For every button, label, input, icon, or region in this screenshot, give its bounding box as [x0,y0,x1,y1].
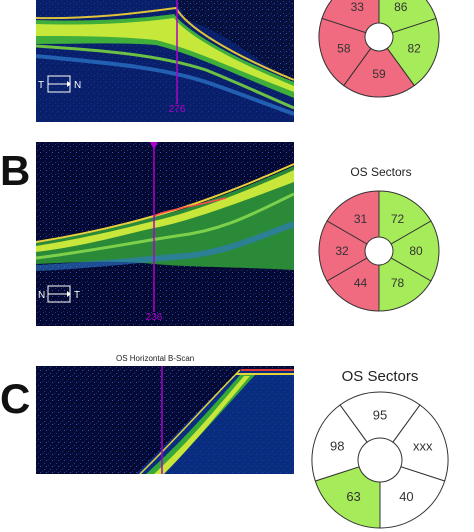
panelb-sector-value-left: 32 [335,244,349,258]
panel-b-orientation-right: T [74,290,80,301]
panel-a-orientation-left: T [38,80,44,91]
panel-c-sectors-title: OS Sectors [341,368,419,385]
panela-sector-value-top-left: 33 [351,0,365,14]
panelb-sector-value-top-right: 80 [409,244,423,258]
panelb-sector-value-top: 72 [391,212,405,226]
panela-sector-value-top-right: 86 [394,0,408,14]
panelc-sector-value-top: 95 [373,408,387,423]
panela-sector-value-bottom: 59 [372,67,386,81]
panelb-sector-bottom [326,257,380,312]
panel-c-letter: C [0,375,31,422]
panela-sector-right [386,17,440,87]
panelc-sector-value-bottom-left: 63 [346,489,360,504]
panelc-sector-top [339,391,421,443]
panel-c-oct-scan [36,366,294,474]
panelc-sector-left [311,404,368,482]
panelc-sector-value-right: xxx [413,439,433,454]
panel-b-oct-scan: N T 236 [36,142,294,326]
panela-sector-bottom [343,47,415,98]
panel-b-sector-chart: 31 72 80 78 44 32 [318,190,440,312]
panel-a-sector-chart: 33 86 82 59 58 [318,0,440,98]
panel-b-cursor-value: 236 [146,312,163,323]
panel-b-letter: B [0,147,31,194]
panela-sector-top-right [378,0,437,34]
panelc-sector-value-left: 98 [330,439,344,454]
panelb-sector-value-top-left: 31 [354,212,368,226]
panel-a-orientation-right: N [74,80,81,91]
panela-sector-left [318,17,372,87]
panel-a-orientation-box: T N [38,75,81,93]
panelb-sector-value-right: 78 [391,276,405,290]
panel-a-cursor-value: 276 [169,104,186,115]
panel-b-sectors-title: OS Sectors [350,165,412,179]
panel-c-scan-title: OS Horizontal B-Scan [116,354,195,363]
panelb-sector-top [378,190,432,245]
panelb-sector-right [378,257,432,312]
panelb-sector-top-left [326,190,380,245]
panela-sector-top-left [321,0,380,34]
panelb-sector-top-right [390,220,440,282]
panelc-sector-value-bottom-right: 40 [399,489,413,504]
panelb-sector-left [318,220,368,282]
panela-sector-value-left: 58 [337,41,351,55]
panel-c-sector-chart: 95 xxx 40 63 98 [311,391,449,529]
panel-b-orientation-left: N [38,290,45,301]
panel-b-orientation-box: N T [38,285,80,303]
panela-sector-value-right: 82 [408,41,422,55]
panelb-sector-value-bottom: 44 [354,276,368,290]
panel-a-oct-scan: T N 276 [36,0,294,122]
